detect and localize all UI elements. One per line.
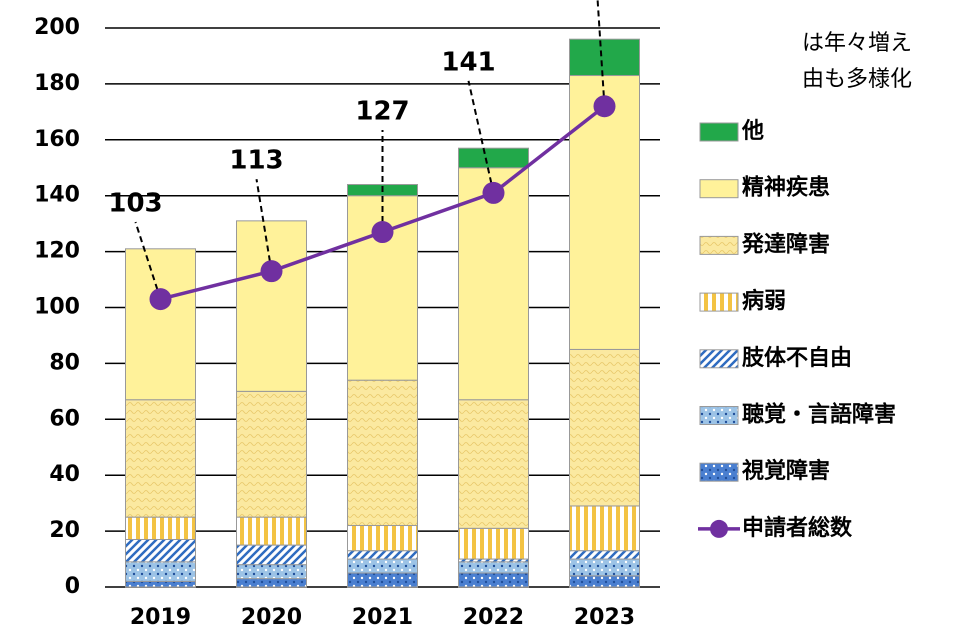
legend-swatch bbox=[699, 235, 739, 255]
bar-segment bbox=[569, 38, 640, 77]
bar-segment bbox=[569, 558, 640, 577]
bar-segment bbox=[125, 561, 196, 582]
bar-segment bbox=[569, 348, 640, 507]
line-point bbox=[482, 181, 505, 204]
x-tick-label: 2019 bbox=[130, 605, 191, 630]
legend-label: 申請者総数 bbox=[742, 515, 853, 541]
y-tick-label: 100 bbox=[34, 295, 80, 320]
bar-segment bbox=[236, 390, 307, 518]
x-tick-label: 2021 bbox=[352, 605, 413, 630]
legend-swatch bbox=[699, 462, 739, 482]
bar-segment bbox=[458, 561, 529, 574]
bar-segment bbox=[347, 379, 418, 527]
data-label: 103 bbox=[108, 189, 162, 219]
bar-segment bbox=[347, 550, 418, 560]
y-tick-label: 80 bbox=[49, 350, 80, 375]
line-point bbox=[260, 260, 283, 283]
bar-segment bbox=[347, 525, 418, 552]
bar-segment bbox=[458, 147, 529, 169]
bar-segment bbox=[458, 399, 529, 529]
bar-segment bbox=[458, 572, 529, 588]
legend-label: 他 bbox=[741, 119, 764, 144]
y-tick-label: 0 bbox=[65, 574, 80, 599]
bar-segment bbox=[236, 220, 307, 392]
annotation: 由も多様化 bbox=[802, 67, 912, 92]
line-point bbox=[371, 221, 394, 244]
line-point bbox=[149, 288, 172, 311]
y-tick-label: 140 bbox=[34, 183, 80, 208]
bar-segment bbox=[569, 75, 640, 350]
line-point bbox=[593, 95, 616, 118]
bar-segment bbox=[125, 248, 196, 401]
legend-swatch bbox=[699, 349, 739, 369]
legend-marker bbox=[710, 519, 728, 538]
bar-segment bbox=[569, 550, 640, 560]
bar-segment bbox=[236, 516, 307, 546]
bar-segment bbox=[569, 505, 640, 552]
bar-segment bbox=[125, 538, 196, 563]
x-tick-label: 2020 bbox=[241, 605, 302, 630]
legend-swatch bbox=[699, 406, 739, 425]
bar-segment bbox=[347, 572, 418, 588]
y-tick-label: 60 bbox=[49, 406, 80, 431]
legend-label: 視覚障害 bbox=[742, 458, 830, 484]
bar-segment bbox=[569, 575, 640, 588]
legend-label: 病弱 bbox=[742, 288, 786, 314]
y-tick-label: 40 bbox=[49, 462, 80, 487]
y-tick-label: 160 bbox=[34, 127, 80, 152]
bar-segment bbox=[458, 167, 529, 401]
x-tick-label: 2022 bbox=[463, 605, 524, 630]
bar-segment bbox=[125, 580, 196, 588]
leader-line bbox=[134, 221, 162, 300]
bar-segment bbox=[125, 516, 196, 540]
bar-segment bbox=[458, 527, 529, 560]
bar-segment bbox=[236, 564, 307, 580]
data-label: 113 bbox=[229, 146, 283, 176]
legend-swatch bbox=[699, 179, 739, 199]
leader-line bbox=[255, 179, 273, 272]
bar-segment bbox=[236, 578, 307, 588]
leader-line bbox=[596, 0, 606, 107]
y-tick-label: 180 bbox=[34, 71, 80, 96]
legend-label: 発達障害 bbox=[741, 231, 830, 257]
bar-segment bbox=[236, 544, 307, 566]
annotation: は年々増え bbox=[802, 31, 912, 56]
y-tick-label: 200 bbox=[34, 15, 80, 40]
x-tick-label: 2023 bbox=[574, 605, 635, 630]
legend-label: 肢体不自由 bbox=[742, 345, 852, 371]
legend-label: 聴覚・言語障害 bbox=[742, 402, 896, 428]
y-tick-label: 120 bbox=[34, 239, 80, 264]
data-label: 127 bbox=[355, 97, 409, 127]
leader-line bbox=[467, 80, 495, 194]
legend-label: 精神疾患 bbox=[742, 175, 830, 201]
y-tick-label: 20 bbox=[49, 518, 80, 543]
legend-swatch bbox=[699, 122, 739, 142]
legend-swatch bbox=[699, 292, 739, 312]
bar-segment bbox=[125, 399, 196, 518]
data-label: 141 bbox=[441, 47, 495, 77]
bar-segment bbox=[347, 558, 418, 574]
